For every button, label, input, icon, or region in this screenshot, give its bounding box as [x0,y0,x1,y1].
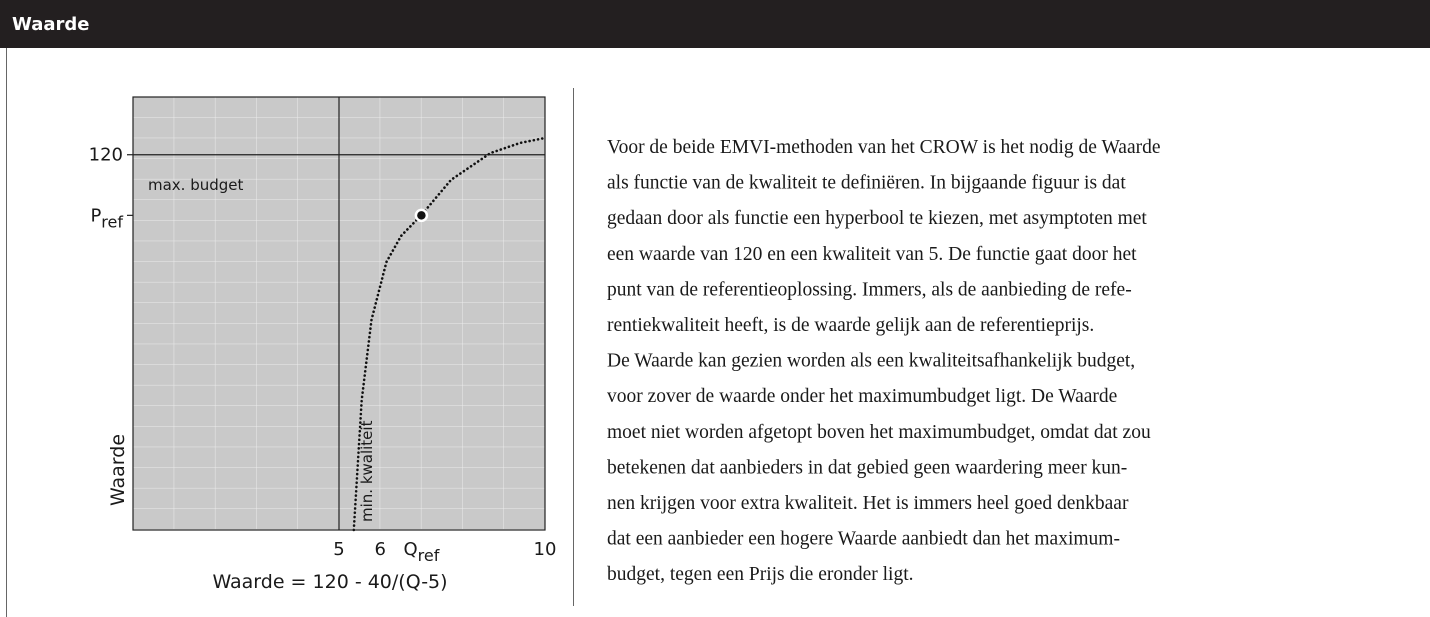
body-line: betekenen dat aanbieders in dat gebied g… [607,457,1127,478]
x-tick-label-main: Q [403,539,417,560]
caption: Waarde = 120 - 40/(Q-5) [212,571,447,593]
x-tick-label: 6 [374,539,385,560]
y-axis-label: Waarde [107,434,129,506]
x-tick-label: 10 [534,539,557,560]
y-tick-label-sub: ref [101,212,123,231]
reference-point [414,208,429,223]
y-tick-label: Pref [90,205,123,231]
curve [352,136,547,532]
body-text: Voor de beide EMVI-methoden van het CROW… [607,137,1161,585]
body-line: Voor de beide EMVI-methoden van het CROW… [607,137,1161,158]
header-bar [0,0,1430,48]
y-tick-label-main: P [90,205,101,226]
body-line: een waarde van 120 en een kwaliteit van … [607,244,1137,265]
x-tick-label: 5 [333,539,344,560]
body-line: budget, tegen een Prijs die eronder ligt… [607,564,914,585]
annotation: max. budget [148,176,244,194]
body-line: nen krijgen voor extra kwaliteit. Het is… [607,493,1129,514]
header-title: Waarde [12,14,89,35]
body-line: voor zover de waarde onder het maximumbu… [607,386,1117,407]
body-line: De Waarde kan gezien worden als een kwal… [607,351,1135,372]
annotation: min. kwaliteit [358,420,376,522]
body-line: als functie van de kwaliteit te definiër… [607,173,1126,194]
body-line: dat een aanbieder een hogere Waarde aanb… [607,529,1120,550]
body-line: gedaan door als functie een hyperbool te… [607,208,1147,229]
y-tick-label: 120 [89,145,123,166]
body-line: moet niet worden afgetopt boven het maxi… [607,422,1151,443]
plot-border [132,96,546,531]
x-tick-label-sub: ref [418,546,440,565]
body-line: punt van de referentieoplossing. Immers,… [607,279,1132,300]
x-tick-label: Qref [403,539,439,565]
body-line: rentiekwaliteit heeft, is de waarde geli… [607,315,1094,336]
